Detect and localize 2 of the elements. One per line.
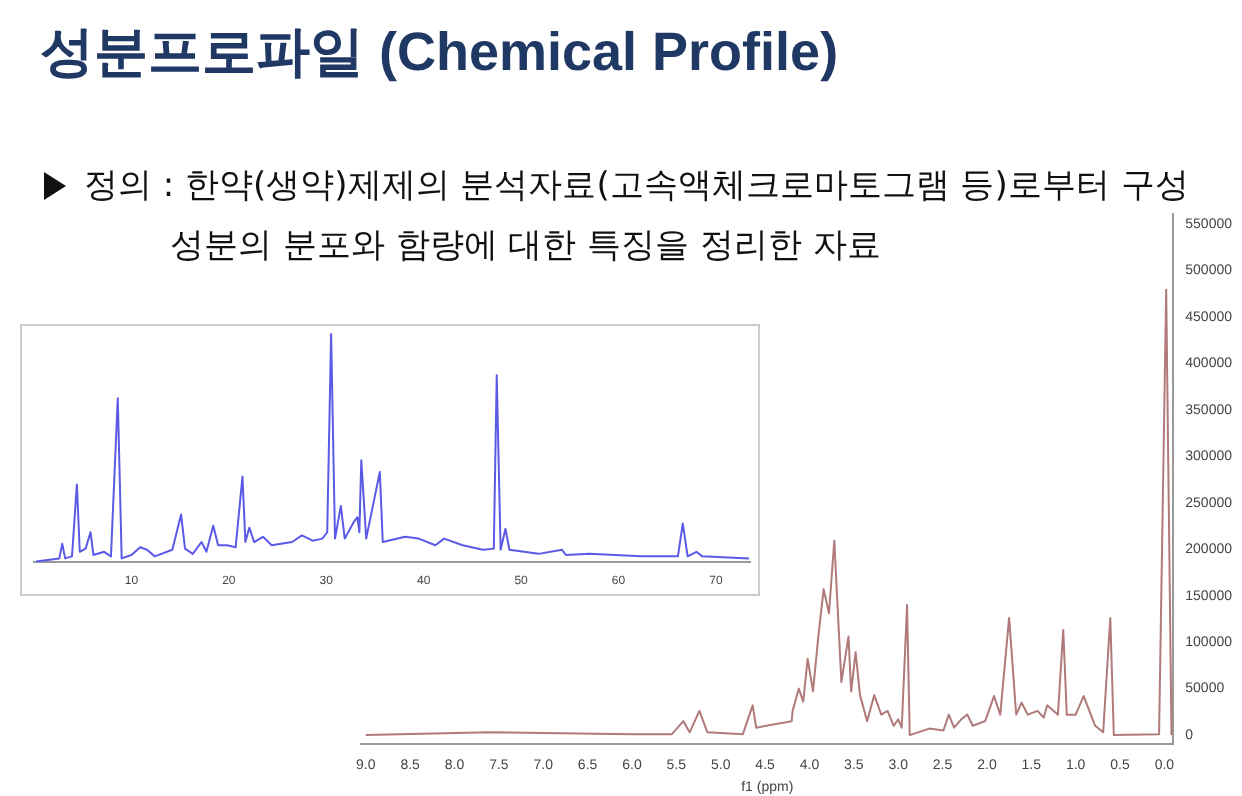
- chart-subtitle: 정의 : 한약(생약)제제의 분석자료(고속액체크로마토그램 등)로부터 구성 성분의 분포와 함량에 대한 특징을 정리한 자료: [84, 166, 1189, 266]
- chart-title: 성분프로파일 (Chemical Profile): [40, 20, 839, 86]
